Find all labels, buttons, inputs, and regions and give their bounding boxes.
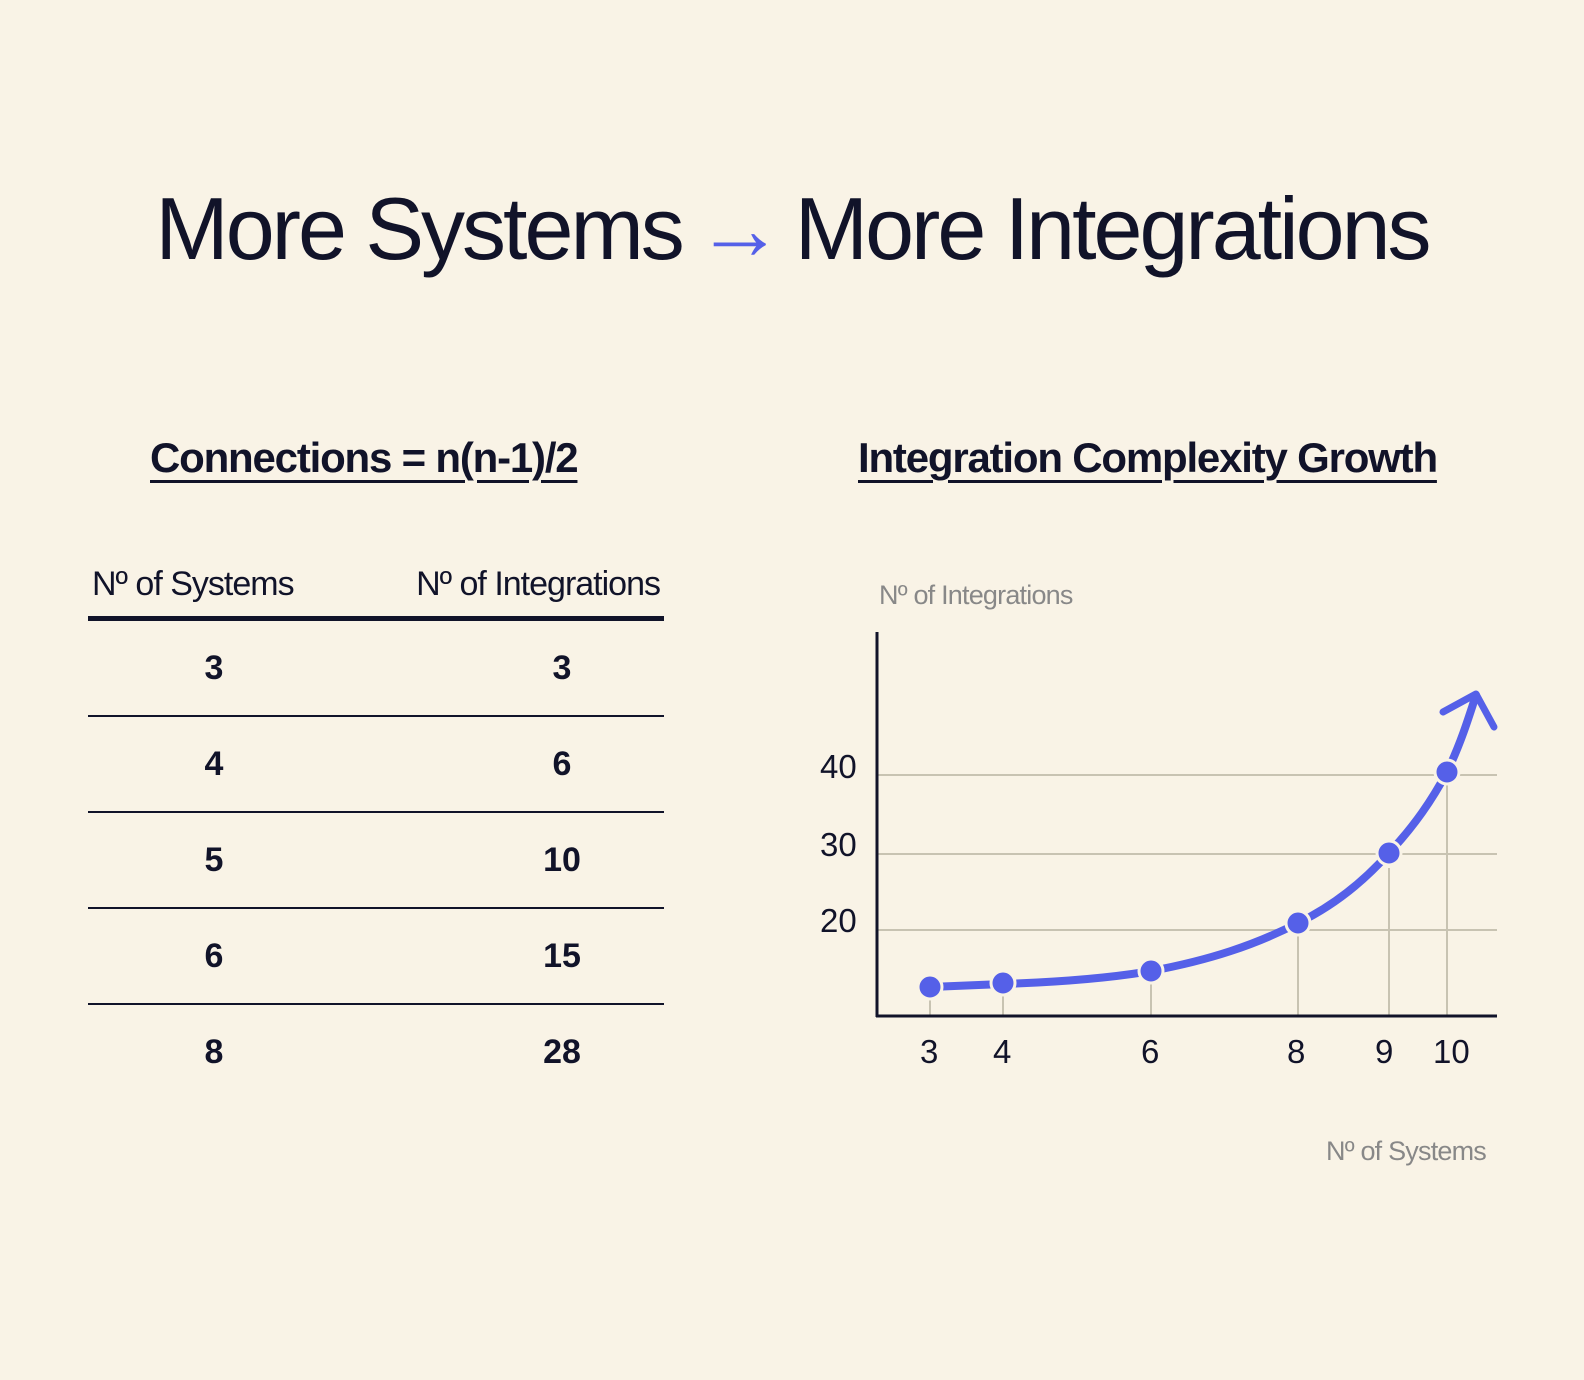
gridlines xyxy=(878,774,1497,1015)
cell-systems: 3 xyxy=(204,648,224,687)
y-axis-label: Nº of Integrations xyxy=(879,580,1073,610)
x-axis-label: Nº of Systems xyxy=(1326,1136,1487,1166)
x-tick: 9 xyxy=(1375,1033,1394,1070)
y-tick: 40 xyxy=(820,748,857,785)
arrow-right-icon: → xyxy=(695,179,784,278)
x-tick: 3 xyxy=(920,1033,939,1070)
header-systems: Nº of Systems xyxy=(92,564,295,603)
x-tick: 8 xyxy=(1287,1033,1306,1070)
table-row: 8 28 xyxy=(88,1005,664,1099)
title-right: More Integrations xyxy=(794,179,1432,278)
cell-systems: 6 xyxy=(204,936,224,975)
table-row: 3 3 xyxy=(88,621,664,717)
header-integrations: Nº of Integrations xyxy=(416,564,661,603)
arrow-head-icon xyxy=(1439,690,1498,731)
cell-systems: 8 xyxy=(204,1032,224,1071)
cell-integrations: 3 xyxy=(552,648,572,687)
cell-integrations: 15 xyxy=(543,936,581,975)
cell-integrations: 28 xyxy=(543,1032,581,1071)
data-points xyxy=(916,758,1461,1001)
x-tick: 4 xyxy=(993,1033,1012,1070)
header-divider xyxy=(88,616,664,621)
x-tick: 6 xyxy=(1141,1033,1160,1070)
formula-heading: Connections = n(n-1)/2 xyxy=(150,434,579,481)
connections-table: Nº of Systems Nº of Integrations 3 3 4 6… xyxy=(88,552,664,1099)
chart-heading: Integration Complexity Growth xyxy=(858,434,1438,481)
table-row: 4 6 xyxy=(88,717,664,813)
x-tick: 10 xyxy=(1433,1033,1470,1070)
title-left: More Systems xyxy=(155,179,684,278)
cell-integrations: 10 xyxy=(543,840,581,879)
page-title: More Systems → More Integrations xyxy=(0,178,1584,280)
cell-systems: 5 xyxy=(204,840,224,879)
table-header: Nº of Systems Nº of Integrations xyxy=(88,552,664,616)
table-row: 6 15 xyxy=(88,909,664,1005)
cell-integrations: 6 xyxy=(552,744,572,783)
table-row: 5 10 xyxy=(88,813,664,909)
y-tick: 20 xyxy=(820,902,857,939)
cell-systems: 4 xyxy=(204,744,224,783)
y-tick: 30 xyxy=(820,826,857,863)
